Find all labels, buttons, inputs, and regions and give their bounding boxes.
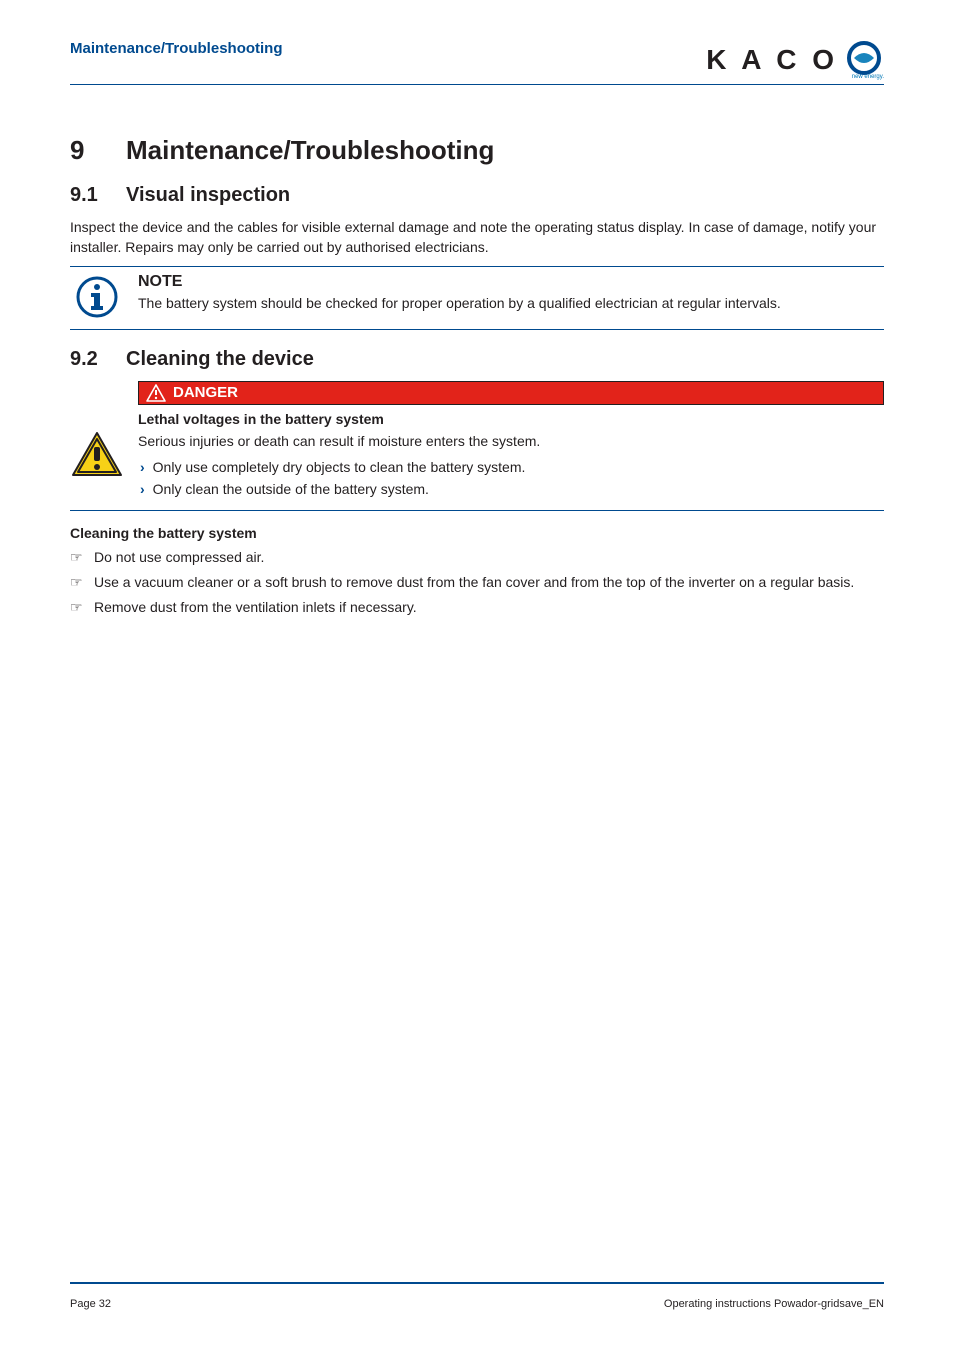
alert-triangle-icon [139, 384, 173, 402]
page-number: Page 32 [70, 1298, 111, 1310]
procedure-step: ☞ Remove dust from the ventilation inlet… [70, 597, 884, 618]
procedure-step: ☞ Use a vacuum cleaner or a soft brush t… [70, 572, 884, 593]
danger-label: DANGER [173, 384, 238, 401]
svg-text:new energy.: new energy. [852, 74, 884, 80]
info-icon [70, 273, 124, 319]
danger-subtitle: Lethal voltages in the battery system [138, 411, 884, 427]
section-heading-9-2: 9.2 Cleaning the device [70, 348, 884, 371]
warning-icon [70, 381, 124, 501]
brand-logo: K A C O new energy. [706, 40, 884, 80]
danger-callout: DANGER Lethal voltages in the battery sy… [70, 381, 884, 512]
hand-marker-icon: ☞ [70, 547, 94, 568]
chapter-heading: 9 Maintenance/Troubleshooting [70, 135, 884, 166]
note-title: NOTE [138, 273, 884, 291]
hand-marker-icon: ☞ [70, 597, 94, 618]
section-title: Visual inspection [126, 184, 290, 207]
danger-bullet: Only use completely dry objects to clean… [138, 456, 884, 478]
procedure-text: Remove dust from the ventilation inlets … [94, 597, 417, 618]
document-title: Operating instructions Powador-gridsave_… [664, 1298, 884, 1310]
hand-marker-icon: ☞ [70, 572, 94, 593]
swirl-icon: new energy. [844, 40, 884, 80]
header-rule [70, 84, 884, 85]
note-callout: NOTE The battery system should be checke… [70, 266, 884, 330]
procedure-step: ☞ Do not use compressed air. [70, 547, 884, 568]
procedure-text: Do not use compressed air. [94, 547, 264, 568]
section-9-1-body: Inspect the device and the cables for vi… [70, 217, 884, 258]
danger-description: Serious injuries or death can result if … [138, 431, 884, 452]
procedure-title: Cleaning the battery system [70, 525, 884, 541]
procedure-text: Use a vacuum cleaner or a soft brush to … [94, 572, 854, 593]
chapter-title: Maintenance/Troubleshooting [126, 135, 494, 166]
danger-bullet: Only clean the outside of the battery sy… [138, 478, 884, 500]
note-text: The battery system should be checked for… [138, 293, 884, 313]
section-title: Cleaning the device [126, 348, 314, 371]
section-heading-9-1: 9.1 Visual inspection [70, 184, 884, 207]
danger-banner: DANGER [138, 381, 884, 405]
header-section-title: Maintenance/Troubleshooting [70, 40, 283, 57]
page-header: Maintenance/Troubleshooting K A C O new … [70, 40, 884, 80]
section-number: 9.1 [70, 184, 126, 207]
logo-text: K A C O [706, 44, 838, 76]
page-footer: Page 32 Operating instructions Powador-g… [70, 1282, 884, 1310]
section-number: 9.2 [70, 348, 126, 371]
chapter-number: 9 [70, 135, 126, 166]
footer-rule [70, 1282, 884, 1284]
